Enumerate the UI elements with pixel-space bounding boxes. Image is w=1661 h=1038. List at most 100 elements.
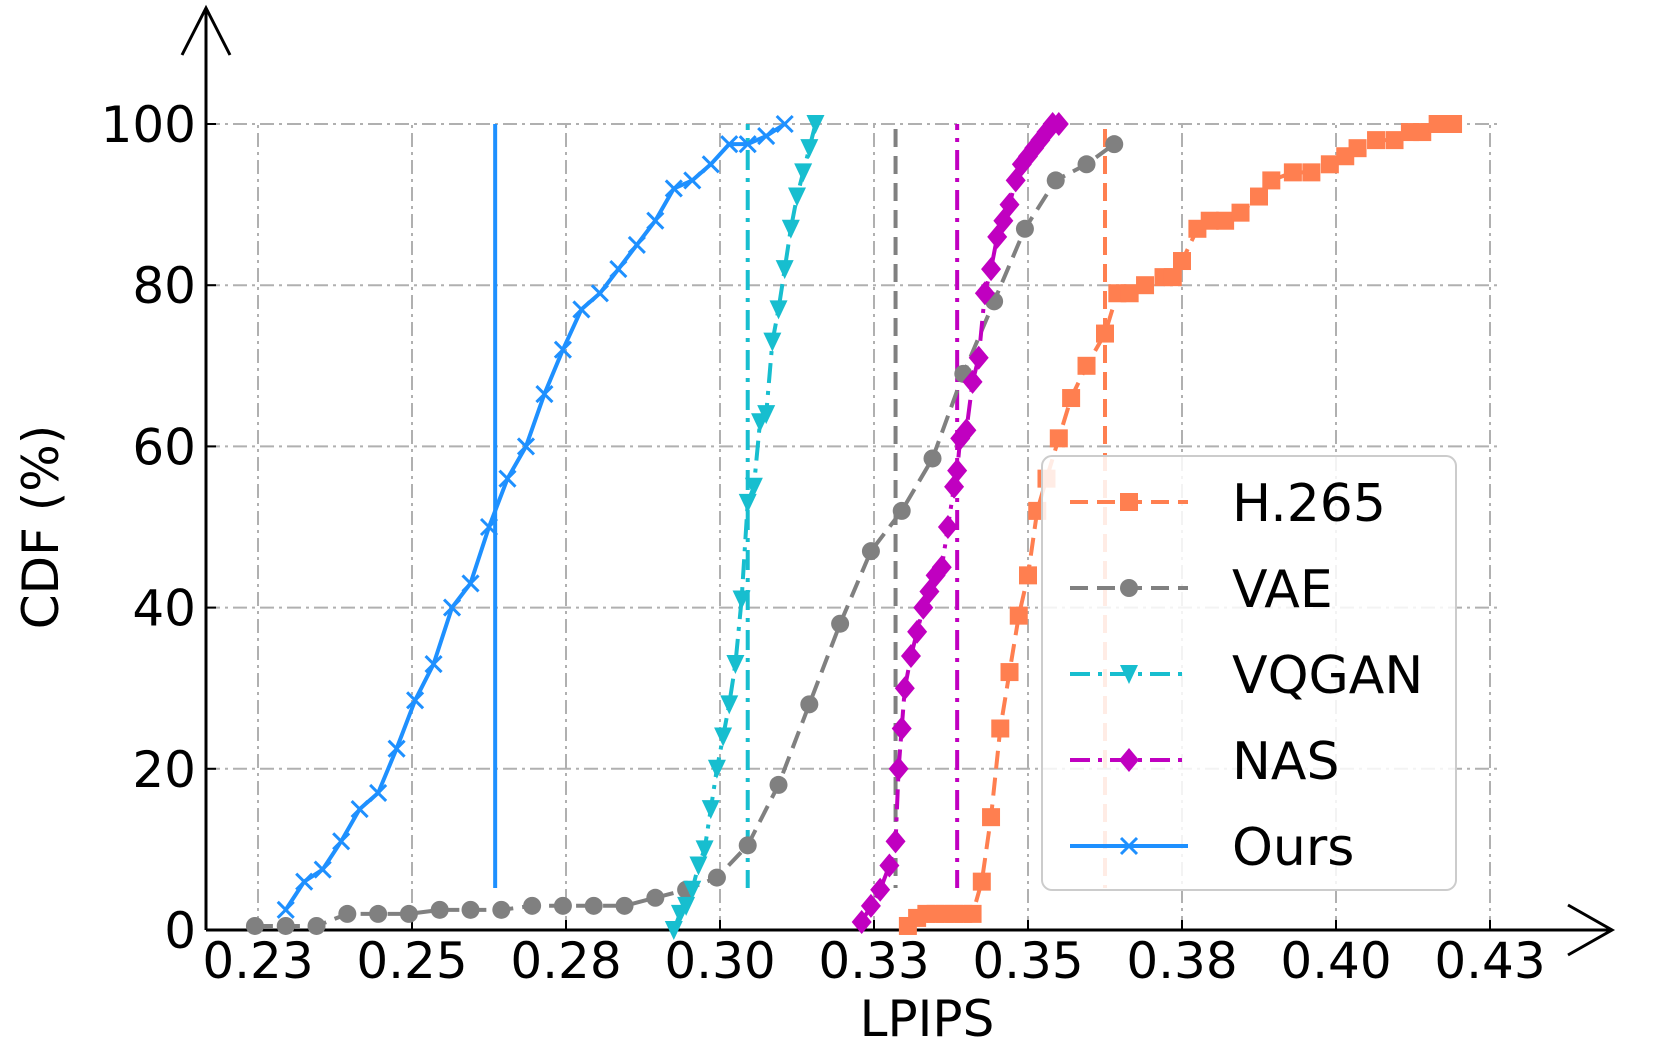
data-point-vae: [338, 904, 357, 923]
data-point-h-265: [1428, 115, 1447, 133]
data-point-vae: [245, 916, 264, 935]
data-point-ours: [479, 517, 499, 537]
legend-entry-ours: Ours: [1070, 818, 1354, 878]
data-point-h-265: [1250, 187, 1268, 206]
data-point-ours: [572, 300, 591, 319]
data-point-vae: [861, 542, 880, 561]
y-tick-label: 80: [132, 257, 196, 315]
series-line-nas: [859, 122, 1059, 923]
data-point-nas: [907, 619, 928, 644]
data-point-nas: [894, 676, 915, 701]
data-point-ours: [516, 437, 536, 456]
data-point-ours: [664, 179, 683, 198]
data-point-vae: [276, 916, 295, 935]
data-point-nas: [974, 281, 995, 306]
data-point-h-265: [1062, 389, 1081, 408]
data-point-vqgan: [794, 163, 813, 183]
legend-entry-vae: VAE: [1070, 560, 1333, 620]
data-point-ours: [738, 135, 757, 154]
data-point-nas: [891, 716, 912, 741]
x-tick-label: 0.25: [356, 932, 467, 990]
series-line-vqgan: [671, 123, 818, 931]
data-point-vae: [399, 904, 418, 923]
data-point-vqgan: [806, 115, 825, 134]
tick-labels: 0.23 0.25 0.28 0.30 0.33 0.35 0.38 0.40 0.43 0 20 4…: [101, 96, 1546, 990]
x-tick-label: 0.43: [1434, 932, 1545, 990]
data-point-vqgan: [701, 800, 720, 820]
data-point-h-265: [1120, 284, 1139, 303]
data-point-h-265: [982, 808, 1001, 827]
data-point-nas: [879, 853, 900, 878]
data-point-nas: [947, 458, 968, 483]
data-point-ours: [553, 340, 572, 359]
data-point-ours: [350, 800, 369, 819]
data-point-vqgan: [769, 300, 788, 320]
legend-marker-ours: [1119, 836, 1139, 856]
data-point-vqgan: [689, 856, 708, 876]
data-point-vae: [1015, 219, 1034, 238]
data-point-ours: [609, 260, 628, 279]
data-point-h-265: [1348, 139, 1367, 158]
y-tick-label: 40: [132, 580, 196, 638]
data-point-vae: [461, 900, 480, 919]
data-point-h-265: [1163, 268, 1182, 287]
legend-box: [1041, 455, 1457, 891]
legend-entry-h-265: H.265: [1070, 474, 1386, 534]
data-point-vqgan: [788, 187, 806, 207]
x-tick-label: 0.35: [972, 932, 1083, 990]
data-point-nas: [888, 756, 909, 781]
data-point-h-265: [1262, 171, 1281, 190]
data-point-vae: [831, 614, 850, 633]
data-point-h-265: [991, 719, 1010, 738]
data-point-vqgan: [677, 896, 696, 916]
data-point-vae: [1046, 171, 1065, 190]
data-point-vae: [584, 896, 603, 915]
legend-label-h-265: H.265: [1232, 474, 1386, 534]
data-point-vqgan: [695, 840, 714, 860]
x-tick-label: 0.30: [664, 932, 775, 990]
data-point-vae: [923, 449, 942, 468]
data-point-vqgan: [683, 880, 702, 900]
data-point-h-265: [1173, 252, 1191, 271]
data-point-vae: [615, 896, 634, 915]
data-point-ours: [535, 384, 554, 404]
data-point-vqgan: [738, 493, 757, 513]
data-point-vae: [707, 868, 726, 887]
data-point-h-265: [1444, 115, 1463, 133]
x-axis-arrow: [1567, 903, 1616, 957]
data-point-h-265: [1385, 131, 1404, 150]
data-point-ours: [295, 872, 314, 891]
legend-marker-nas: [1119, 748, 1139, 772]
legend-entry-vqgan: VQGAN: [1070, 646, 1423, 706]
data-point-vae: [1077, 155, 1096, 174]
legend: H.265 VAE VQGAN NAS Ours: [1041, 455, 1457, 891]
series-ours: [276, 114, 794, 919]
data-point-vae: [307, 916, 326, 935]
data-point-ours: [627, 235, 646, 254]
data-point-nas: [931, 555, 952, 580]
legend-label-vqgan: VQGAN: [1232, 646, 1423, 706]
data-point-vae: [1105, 135, 1124, 154]
y-tick-label: 0: [164, 902, 196, 960]
data-point-vqgan: [744, 477, 763, 497]
y-axis-arrow: [180, 4, 232, 56]
data-point-ours: [406, 691, 425, 710]
data-point-ours: [775, 114, 794, 134]
y-tick-label: 100: [101, 96, 196, 154]
data-point-h-265: [1049, 429, 1068, 448]
x-tick-label: 0.38: [1126, 932, 1237, 990]
data-point-vae: [492, 900, 511, 919]
mean-lines: [493, 124, 1107, 888]
data-point-ours: [701, 155, 720, 174]
data-point-nas: [1048, 112, 1069, 136]
series-nas: [851, 112, 1069, 934]
x-tick-label: 0.33: [818, 932, 929, 990]
data-point-h-265: [963, 904, 982, 923]
data-point-vae: [769, 775, 788, 794]
legend-marker-vqgan: [1120, 665, 1138, 684]
data-point-h-265: [1019, 566, 1037, 585]
data-point-vqgan: [714, 727, 733, 747]
data-point-ours: [461, 574, 480, 593]
y-tick-label: 20: [132, 741, 196, 799]
